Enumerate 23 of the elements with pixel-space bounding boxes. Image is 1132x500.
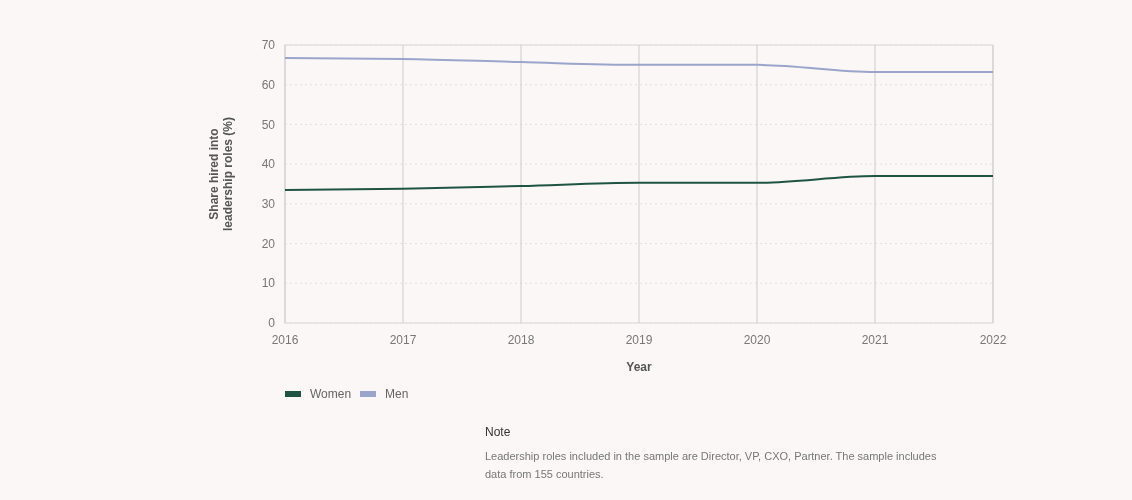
x-tick-label: 2017 [389, 333, 417, 347]
x-axis-title: Year [626, 360, 653, 374]
line-series [284, 175, 994, 191]
legend-label: Women [310, 387, 352, 402]
y-tick-label: 40 [261, 157, 276, 172]
y-tick-label: 50 [261, 117, 276, 132]
y-tick-label: 70 [261, 38, 276, 53]
y-tick-label: 20 [261, 236, 276, 251]
line-series [284, 57, 994, 74]
y-tick-label: 60 [261, 77, 276, 92]
legend-label: Men [385, 387, 409, 402]
y-tick-label: 0 [268, 316, 276, 331]
x-tick-label: 2021 [861, 333, 889, 347]
x-tick-label: 2018 [507, 333, 535, 347]
y-tick-label: 10 [261, 276, 276, 291]
y-tick-label: 30 [261, 197, 276, 212]
y-axis-title: Share hired into leadership roles (%) [207, 116, 235, 232]
text: Leadership roles included in the sample are Director, VP, CXO, Partner. The sample includes data from 155 countries. [485, 450, 937, 480]
x-tick-label: 2020 [743, 333, 771, 347]
x-tick-label: 2019 [625, 333, 653, 347]
text: Note [485, 425, 511, 439]
x-tick-label: 2016 [271, 333, 299, 347]
x-tick-label: 2022 [979, 333, 1007, 347]
